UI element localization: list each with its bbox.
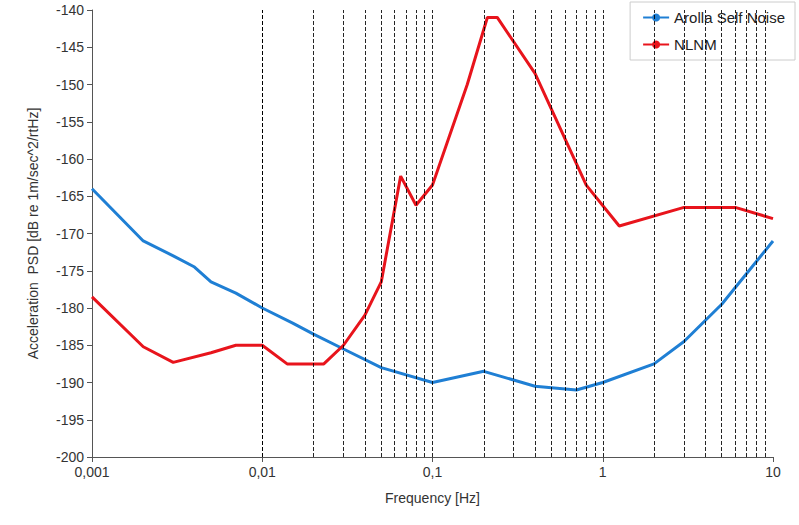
svg-text:Frequency [Hz]: Frequency [Hz] — [385, 490, 480, 506]
svg-text:-180: -180 — [56, 300, 84, 316]
svg-text:-145: -145 — [56, 39, 84, 55]
svg-text:10: 10 — [765, 464, 781, 480]
svg-text:-185: -185 — [56, 337, 84, 353]
svg-text:0,01: 0,01 — [249, 464, 276, 480]
svg-text:-195: -195 — [56, 412, 84, 428]
svg-text:Arolla Self Noise: Arolla Self Noise — [674, 9, 785, 26]
svg-text:-165: -165 — [56, 188, 84, 204]
svg-text:-200: -200 — [56, 449, 84, 465]
svg-text:NLNM: NLNM — [674, 36, 717, 53]
svg-text:0,001: 0,001 — [74, 464, 109, 480]
svg-text:0,1: 0,1 — [423, 464, 443, 480]
svg-text:-190: -190 — [56, 375, 84, 391]
svg-text:1: 1 — [599, 464, 607, 480]
svg-text:-150: -150 — [56, 77, 84, 93]
svg-text:-155: -155 — [56, 114, 84, 130]
svg-text:-140: -140 — [56, 2, 84, 18]
svg-text:Acceleration PSD [dB re 1m/se: Acceleration PSD [dB re 1m/sec^2/rtHz] — [25, 108, 41, 360]
svg-text:-170: -170 — [56, 226, 84, 242]
svg-text:-175: -175 — [56, 263, 84, 279]
svg-text:-160: -160 — [56, 151, 84, 167]
